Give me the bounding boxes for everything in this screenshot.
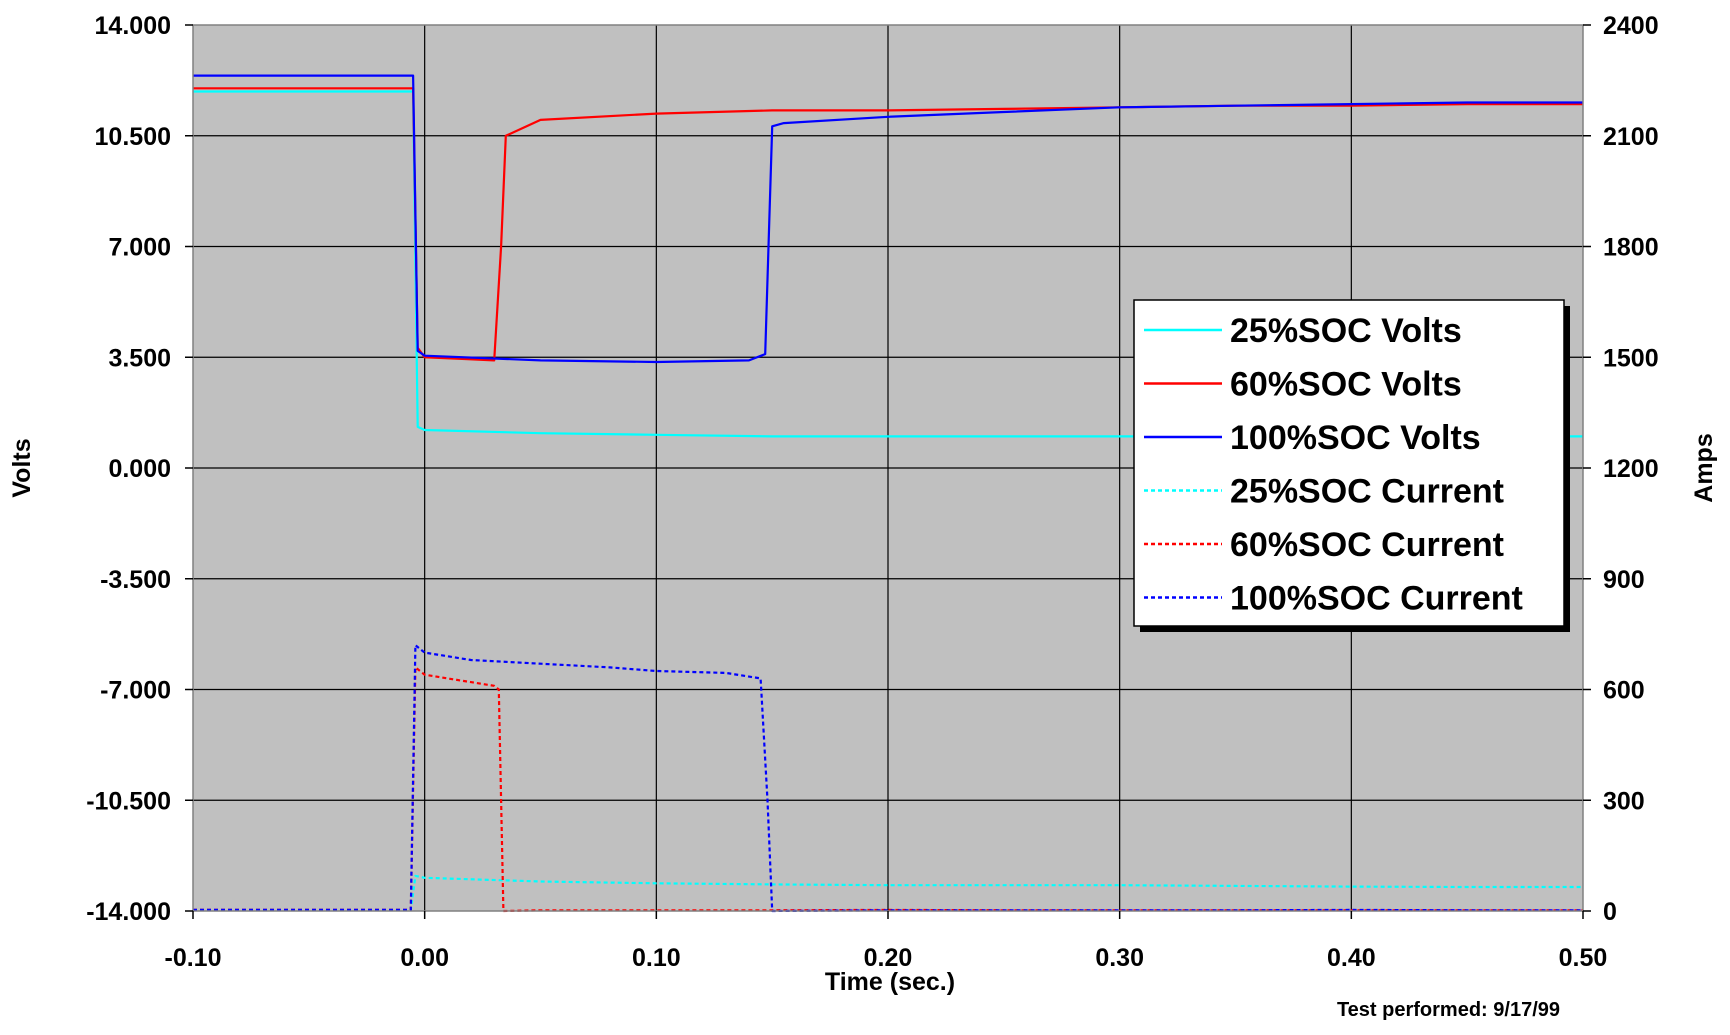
legend-label: 100%SOC Current [1230,580,1523,618]
x-tick-label: -0.10 [165,944,222,972]
y-right-tick-label: 1500 [1603,344,1659,372]
y-right-axis-title: Amps [1690,433,1718,502]
legend-label: 60%SOC Current [1230,526,1504,564]
y-right-tick-label: 2400 [1603,12,1659,40]
y-left-tick-label: -7.000 [100,677,171,705]
y-right-ticks: 2400 2100 1800 1500 1200 900 600 300 0 [1583,12,1659,926]
y-right-tick-label: 0 [1603,898,1617,926]
y-right-tick-label: 600 [1603,677,1645,705]
x-tick-label: 0.50 [1559,944,1608,972]
y-left-tick-label: -14.000 [86,898,171,926]
series-line-100-soc-volts [193,74,1583,364]
x-axis-title: Time (sec.) [825,968,955,996]
y-left-ticks: 14.000 10.500 7.000 3.500 0.000 -3.500 -7.000 -… [86,12,193,926]
x-ticks: -0.10 0.00 0.10 0.20 0.30 0.40 0.50 [165,911,1608,972]
legend-label: 25%SOC Current [1230,473,1504,511]
test-date-note: Test performed: 9/17/99 [1337,999,1560,1021]
legend-label: 60%SOC Volts [1230,366,1462,404]
x-tick-label: 0.40 [1327,944,1376,972]
y-right-tick-label: 1200 [1603,455,1659,483]
legend-label: 25%SOC Volts [1230,312,1462,350]
legend-label: 100%SOC Volts [1230,419,1481,457]
y-left-axis-title: Volts [8,438,36,497]
y-right-tick-label: 300 [1603,787,1645,815]
y-left-tick-label: -10.500 [86,787,171,815]
y-left-tick-label: 0.000 [108,455,171,483]
y-right-tick-label: 900 [1603,566,1645,594]
y-right-tick-label: 2100 [1603,123,1659,151]
legend: 25%SOC Volts 60%SOC Volts 100%SOC Volts 25%… [1133,299,1570,632]
x-tick-label: 0.30 [1095,944,1144,972]
y-left-tick-label: -3.500 [100,566,171,594]
y-left-tick-label: 7.000 [108,234,171,262]
x-tick-label: 0.20 [864,944,913,972]
y-left-tick-label: 14.000 [95,12,171,40]
y-right-tick-label: 1800 [1603,234,1659,262]
series-line-25-soc-current [193,874,1583,912]
x-tick-label: 0.00 [400,944,449,972]
x-tick-label: 0.10 [632,944,681,972]
legend-box [1133,299,1565,627]
y-left-tick-label: 10.500 [95,123,171,151]
y-left-tick-label: 3.500 [108,344,171,372]
